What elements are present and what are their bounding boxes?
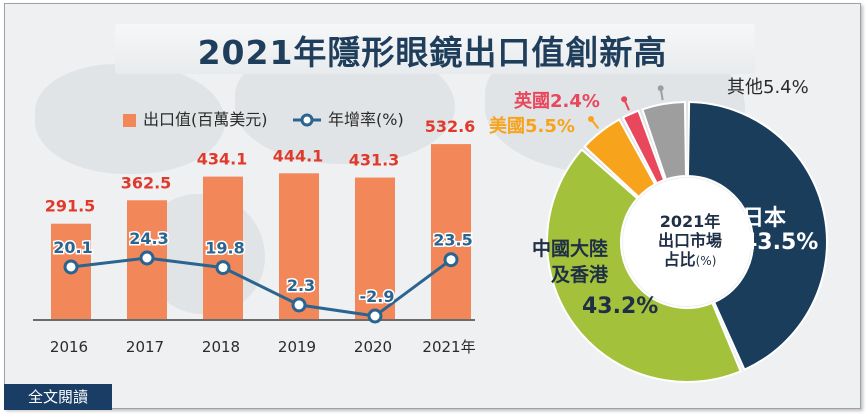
pie-slice-japan bbox=[686, 100, 828, 371]
bar-2021年 bbox=[431, 144, 471, 320]
pie-leader-dot-other bbox=[657, 85, 664, 92]
pie-slice-uk bbox=[621, 109, 666, 185]
market-share-pie bbox=[546, 85, 828, 383]
infographic-frame: 2021年隱形眼鏡出口值創新高 出口值(百萬美元) 年增率(%) 291.5 20… bbox=[4, 3, 861, 409]
page-title: 2021年隱形眼鏡出口值創新高 bbox=[197, 33, 668, 72]
growth-rate-label: 19.8 bbox=[205, 239, 244, 258]
pie-slice-usa bbox=[583, 118, 657, 199]
pie-title-line-1: 2021年 bbox=[659, 212, 721, 231]
x-tick-label: 2020 bbox=[354, 338, 392, 356]
x-tick-label: 2018 bbox=[202, 338, 240, 356]
growth-rate-point bbox=[63, 259, 79, 275]
bar-value-label: 444.1 bbox=[273, 146, 324, 165]
bar-2019 bbox=[279, 173, 319, 320]
pie-title-line-3-wrap: 占比(%) bbox=[632, 250, 748, 271]
pie-label-uk: 英國2.4% bbox=[514, 91, 600, 112]
growth-rate-line bbox=[70, 256, 452, 318]
pie-label-japan-name: 日本 bbox=[742, 206, 787, 231]
growth-rate-point bbox=[139, 250, 155, 266]
growth-rate-label: 2.3 bbox=[287, 276, 315, 295]
pie-title-line-3: 占比 bbox=[663, 250, 696, 269]
growth-rate-label: 24.3 bbox=[129, 229, 168, 248]
pie-leader-dot-usa bbox=[587, 116, 594, 123]
pie-label-japan-value: 43.5% bbox=[742, 230, 819, 255]
pie-slice-other bbox=[641, 101, 688, 181]
x-tick-label: 2017 bbox=[126, 338, 164, 356]
pie-title-unit: (%) bbox=[695, 254, 717, 268]
x-tick-label: 2016 bbox=[50, 338, 88, 356]
growth-rate-label: -2.9 bbox=[360, 287, 395, 306]
legend-line-icon bbox=[293, 113, 321, 127]
pie-label-other: 其他5.4% bbox=[727, 77, 809, 98]
growth-rate-point bbox=[367, 308, 383, 324]
pie-center-title: 2021年 出口市場 占比(%) bbox=[632, 212, 748, 271]
bar-2018 bbox=[203, 176, 243, 320]
title-band bbox=[115, 24, 755, 74]
pie-label-china-value: 43.2% bbox=[582, 294, 659, 319]
bar-value-label: 291.5 bbox=[45, 197, 96, 216]
pie-title-line-2: 出口市場 bbox=[657, 231, 722, 250]
pie-center-hole bbox=[623, 178, 751, 306]
pie-label-china-line-1: 中國大陸 bbox=[532, 238, 609, 260]
x-tick-label: 2021年 bbox=[422, 338, 475, 356]
growth-rate-label: 23.5 bbox=[433, 231, 472, 250]
legend-bar-swatch bbox=[123, 114, 136, 127]
growth-rate-point bbox=[215, 260, 231, 276]
bar-value-label: 532.6 bbox=[425, 117, 476, 136]
bar-value-label: 362.5 bbox=[121, 173, 172, 192]
pie-slice-china-hk bbox=[546, 148, 742, 383]
bar-2020 bbox=[355, 177, 395, 320]
pie-leader-dot-uk bbox=[621, 96, 628, 103]
growth-rate-point bbox=[291, 297, 307, 313]
full-text-button[interactable]: 全文閱讀 bbox=[4, 384, 112, 410]
bar-value-label: 434.1 bbox=[197, 150, 248, 169]
legend-bar-label: 出口值(百萬美元) bbox=[143, 110, 268, 129]
x-tick-label: 2019 bbox=[278, 338, 316, 356]
export-value-chart: 291.5 2016 362.5 2017 434.1 2018 444.1 2019 431.… bbox=[33, 117, 476, 356]
growth-rate-point bbox=[443, 252, 459, 268]
pie-label-usa: 美國5.5% bbox=[489, 116, 575, 137]
pie-label-china-line-2: 及香港 bbox=[551, 264, 609, 286]
legend-line-label: 年增率(%) bbox=[328, 110, 404, 129]
bar-value-label: 431.3 bbox=[349, 151, 400, 170]
growth-rate-label: 20.1 bbox=[53, 238, 92, 257]
